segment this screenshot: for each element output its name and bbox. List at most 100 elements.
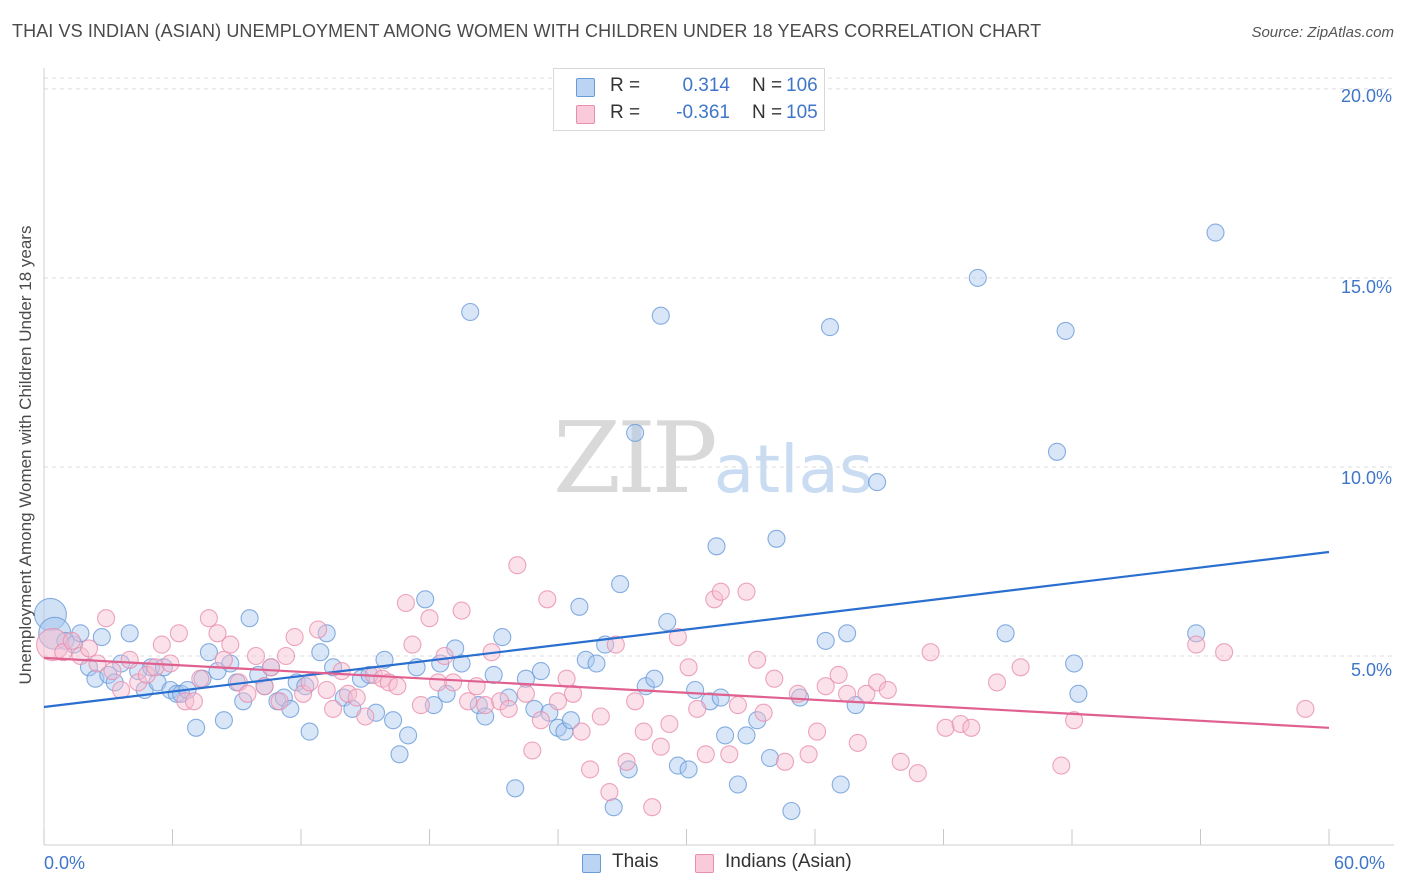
thai-point-61 xyxy=(484,665,503,684)
thai-point-23 xyxy=(199,643,218,662)
thai-legend-swatch xyxy=(582,854,601,873)
indian-point-78 xyxy=(679,658,698,677)
indian-point-12 xyxy=(146,658,165,677)
indian-point-105 xyxy=(962,718,981,737)
legend-label: Thais xyxy=(612,851,659,872)
indian-point-63 xyxy=(548,692,568,711)
indian-point-27 xyxy=(261,658,281,677)
indian-point-57 xyxy=(499,699,518,718)
watermark-atlas: atlas xyxy=(713,431,874,508)
y-axis-label: Unemployment Among Women with Children U… xyxy=(16,225,35,685)
indian-point-75 xyxy=(651,737,670,756)
indian-point-42 xyxy=(379,673,398,692)
thai-point-67 xyxy=(531,662,550,681)
indian-point-0 xyxy=(36,628,70,662)
indian-point-92 xyxy=(808,722,827,741)
thai-point-66 xyxy=(525,699,544,718)
thai-point-81 xyxy=(645,669,664,688)
indian-point-37 xyxy=(339,684,358,703)
indian-point-61 xyxy=(531,711,550,730)
indian-point-25 xyxy=(246,646,266,666)
indian-point-82 xyxy=(711,582,730,601)
thai-point-76 xyxy=(604,798,623,817)
stats-legend: R = 0.314 N = 106 R = -0.361 N = 105 xyxy=(553,68,825,131)
thai-point-53 xyxy=(424,696,443,715)
indian-point-98 xyxy=(868,673,887,692)
thai-point-111 xyxy=(1206,223,1225,242)
source-credit: Source: ZipAtlas.com xyxy=(1251,24,1394,41)
indian-trend-line xyxy=(43,656,1330,729)
indian-point-84 xyxy=(728,696,747,715)
indian-point-49 xyxy=(435,646,454,666)
indian-point-29 xyxy=(276,646,296,666)
thai-point-91 xyxy=(728,775,747,794)
indian-point-72 xyxy=(626,692,645,711)
thai-point-72 xyxy=(570,597,589,616)
thai-point-85 xyxy=(679,760,698,779)
indian-point-79 xyxy=(688,699,707,718)
indian-point-24 xyxy=(238,684,257,703)
thai-point-74 xyxy=(587,654,606,673)
indian-point-50 xyxy=(444,673,463,692)
thai-point-105 xyxy=(996,624,1015,643)
thai-point-103 xyxy=(868,473,887,492)
n-value: 105 xyxy=(786,102,818,123)
thai-point-104 xyxy=(968,268,987,287)
indian-point-4 xyxy=(79,639,99,658)
thai-point-58 xyxy=(461,302,480,322)
indian-point-2 xyxy=(62,631,81,650)
indian-point-108 xyxy=(1052,756,1071,775)
thai-point-82 xyxy=(651,306,670,325)
x-tick-label-min: 0.0% xyxy=(44,853,86,873)
thai-point-35 xyxy=(281,699,300,718)
thai-point-84 xyxy=(668,756,687,775)
y-tick-label-5: 5.0% xyxy=(1350,660,1392,680)
indian-point-31 xyxy=(294,684,313,703)
thai-point-88 xyxy=(707,537,726,556)
indian-point-44 xyxy=(396,593,415,613)
indian-point-20 xyxy=(208,624,227,643)
r-value: 0.314 xyxy=(682,75,730,96)
indian-point-80 xyxy=(696,745,715,764)
trend-lines xyxy=(43,550,1330,729)
indian-point-106 xyxy=(987,673,1007,692)
thai-point-62 xyxy=(493,628,512,647)
indian-point-65 xyxy=(563,684,583,703)
thai-point-79 xyxy=(626,423,645,442)
thai-point-48 xyxy=(384,711,403,730)
indian-point-34 xyxy=(317,680,336,700)
indian-point-70 xyxy=(606,635,625,654)
thai-point-83 xyxy=(658,612,677,632)
thai-point-90 xyxy=(716,726,735,745)
thai-point-109 xyxy=(1069,684,1088,703)
indian-point-74 xyxy=(643,798,662,817)
axes xyxy=(43,68,1394,846)
indian-point-19 xyxy=(199,609,218,628)
watermark-zip: ZIP xyxy=(553,402,718,516)
thai-point-71 xyxy=(561,711,580,730)
thai-point-46 xyxy=(366,703,386,722)
indian-point-5 xyxy=(88,654,107,673)
indian-point-54 xyxy=(476,696,495,715)
indian-point-88 xyxy=(765,669,784,688)
indian-point-58 xyxy=(508,556,527,575)
indian-point-76 xyxy=(660,714,679,734)
indian-point-83 xyxy=(720,745,739,764)
r-value: -0.361 xyxy=(676,102,730,123)
indian-legend-swatch xyxy=(695,854,714,873)
indian-point-9 xyxy=(120,650,139,669)
thai-point-94 xyxy=(760,748,780,768)
thai-point-7 xyxy=(92,628,111,647)
thai-point-89 xyxy=(711,688,730,707)
indian-point-60 xyxy=(523,741,542,760)
thai-point-99 xyxy=(820,318,840,337)
indian-point-17 xyxy=(184,692,203,711)
thai-point-9 xyxy=(105,673,124,692)
indian-point-64 xyxy=(557,669,576,688)
thai-point-11 xyxy=(120,624,139,643)
indian-point-13 xyxy=(152,635,171,654)
thai-swatch xyxy=(576,78,595,97)
indian-point-96 xyxy=(848,733,867,752)
indian-point-67 xyxy=(581,760,600,779)
thai-point-106 xyxy=(1047,442,1067,461)
